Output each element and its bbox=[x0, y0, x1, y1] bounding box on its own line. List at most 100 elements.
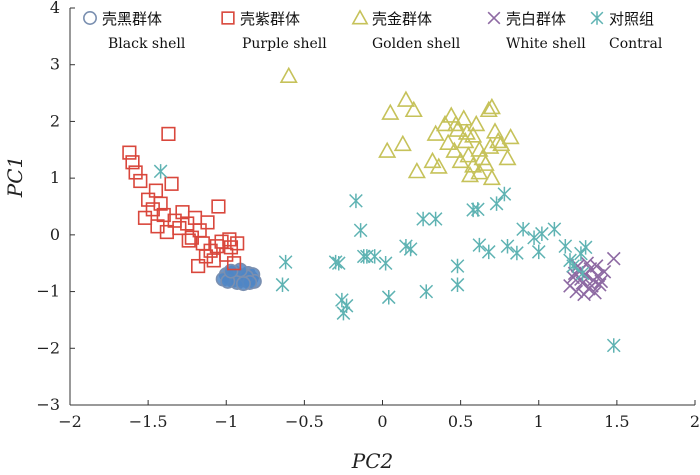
data-point-square bbox=[206, 253, 221, 268]
y-tick-label: 0 bbox=[50, 225, 60, 244]
data-point-square bbox=[230, 236, 245, 251]
legend-item-x: 壳白群体 White shell bbox=[487, 10, 586, 52]
data-point-square bbox=[211, 199, 226, 214]
data-point-triangle bbox=[485, 122, 505, 139]
data-point-star bbox=[575, 266, 590, 281]
data-point-triangle bbox=[435, 114, 455, 132]
data-point-star bbox=[416, 211, 430, 227]
data-point-triangle bbox=[476, 154, 495, 171]
series-triangle bbox=[279, 66, 520, 186]
y-tick-label: −3 bbox=[36, 395, 60, 414]
data-point-star bbox=[403, 241, 418, 257]
data-point-star bbox=[381, 289, 396, 305]
data-point-star bbox=[353, 223, 368, 238]
data-point-star bbox=[428, 211, 443, 227]
data-point-triangle bbox=[464, 156, 483, 173]
data-point-square bbox=[198, 249, 214, 264]
data-point-x bbox=[574, 272, 588, 286]
data-point-triangle bbox=[481, 137, 500, 154]
data-point-square bbox=[172, 220, 187, 236]
data-point-star bbox=[356, 249, 371, 264]
data-point-star bbox=[527, 230, 541, 245]
data-point-triangle bbox=[482, 168, 501, 186]
data-point-star bbox=[497, 186, 512, 202]
legend-item-triangle: 壳金群体 Golden shell bbox=[351, 9, 461, 52]
data-point-circle bbox=[235, 276, 251, 292]
data-point-triangle bbox=[451, 151, 470, 169]
data-point-triangle bbox=[404, 100, 423, 118]
data-point-star bbox=[566, 258, 580, 274]
series-square bbox=[122, 126, 245, 274]
points-layer bbox=[122, 66, 621, 353]
data-point-triangle bbox=[448, 120, 467, 137]
data-point-square bbox=[161, 126, 176, 142]
data-point-triangle bbox=[442, 106, 461, 123]
legend-label-cn: 壳紫群体 bbox=[240, 10, 300, 28]
legend-label-cn: 壳黑群体 bbox=[102, 10, 162, 28]
series-star bbox=[153, 164, 621, 353]
data-point-x bbox=[588, 285, 602, 300]
data-point-star bbox=[606, 338, 621, 353]
data-point-triangle bbox=[446, 114, 465, 132]
data-point-triangle bbox=[407, 161, 426, 179]
data-point-square bbox=[153, 196, 168, 211]
data-point-star bbox=[472, 237, 487, 253]
data-point-star bbox=[470, 202, 485, 217]
series-circle bbox=[215, 262, 262, 292]
data-point-square bbox=[137, 210, 153, 225]
data-point-star bbox=[450, 258, 465, 274]
data-point-star bbox=[275, 277, 290, 293]
data-point-square bbox=[164, 176, 179, 191]
legend-item-circle: 壳黑群体 Black shell bbox=[83, 10, 186, 52]
data-point-star bbox=[331, 255, 346, 271]
data-point-square bbox=[141, 192, 156, 207]
data-point-triangle bbox=[393, 134, 412, 152]
legend-label-en: Contral bbox=[609, 36, 663, 52]
data-point-square bbox=[133, 173, 148, 189]
data-point-x bbox=[569, 284, 584, 299]
data-point-star bbox=[419, 284, 434, 299]
data-point-star bbox=[278, 254, 293, 270]
y-tick-label: −1 bbox=[36, 282, 60, 301]
data-point-star bbox=[578, 240, 593, 255]
data-point-triangle bbox=[378, 141, 397, 158]
x-tick-label: 1 bbox=[534, 412, 544, 431]
data-point-triangle bbox=[457, 123, 476, 140]
data-point-triangle bbox=[489, 131, 508, 149]
data-point-triangle bbox=[467, 114, 486, 132]
data-point-star bbox=[450, 277, 465, 293]
data-point-triangle bbox=[501, 127, 520, 145]
y-tick-label: 2 bbox=[50, 111, 60, 130]
data-point-x bbox=[597, 264, 612, 279]
x-tick-label: −1 bbox=[214, 412, 238, 431]
data-point-triangle bbox=[456, 131, 475, 149]
data-point-star bbox=[531, 244, 546, 260]
data-point-square bbox=[226, 256, 242, 271]
legend-label-en: Golden shell bbox=[372, 36, 461, 52]
data-point-star bbox=[510, 245, 524, 261]
data-point-star bbox=[489, 196, 504, 211]
data-point-star bbox=[339, 298, 354, 313]
data-point-square bbox=[191, 258, 206, 274]
data-point-x bbox=[585, 279, 599, 293]
data-point-triangle bbox=[464, 126, 483, 143]
legend: 壳黑群体 Black shell 壳紫群体 Purple shell 壳金群体 Golde… bbox=[83, 9, 663, 52]
legend-label-en: Purple shell bbox=[242, 36, 327, 52]
x-axis-title: PC2 bbox=[351, 449, 393, 473]
data-point-triangle bbox=[426, 124, 445, 141]
data-point-x bbox=[589, 259, 604, 273]
legend-marker-star bbox=[590, 11, 604, 25]
y-tick-label: 3 bbox=[50, 55, 60, 74]
data-point-square bbox=[125, 155, 140, 170]
data-point-star bbox=[500, 238, 515, 254]
x-tick-label: 1.5 bbox=[604, 412, 629, 431]
data-point-triangle bbox=[445, 141, 464, 158]
data-point-x bbox=[606, 251, 621, 266]
data-point-square bbox=[181, 233, 196, 248]
data-point-star bbox=[367, 249, 382, 264]
x-tick-label: 0 bbox=[377, 412, 387, 431]
legend-label-cn: 壳金群体 bbox=[372, 10, 432, 28]
data-point-star bbox=[516, 221, 530, 237]
